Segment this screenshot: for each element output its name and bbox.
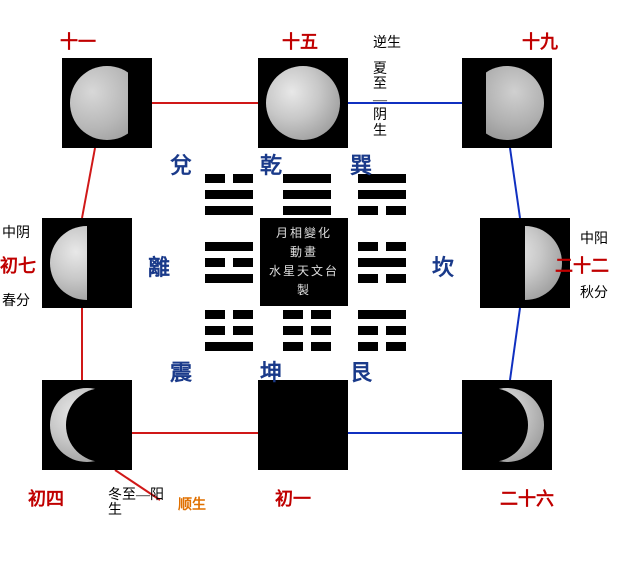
- label-dong-yang: 冬至—阳生: [108, 488, 164, 519]
- day-label-tr: 十九: [522, 28, 558, 54]
- label-qiufen: 秋分: [580, 282, 608, 302]
- center-line1: 月相變化: [260, 224, 348, 243]
- label-zhongyang: 中阳: [580, 228, 608, 248]
- day-label-tl: 十一: [60, 28, 96, 54]
- trigram-dui: [205, 174, 253, 216]
- moon-phase-br: [462, 380, 552, 470]
- moon-phase-tc: [258, 58, 348, 148]
- trigram-kan: [358, 242, 406, 284]
- moon-phase-bl: [42, 380, 132, 470]
- label-zhongyin: 中阴: [2, 222, 30, 242]
- moon-phase-tr: [462, 58, 552, 148]
- trigram-gen: [358, 310, 406, 352]
- day-label-bc: 初一: [275, 485, 311, 511]
- trigram-label-dui: 兌: [170, 148, 192, 180]
- day-label-ml: 初七: [0, 252, 36, 278]
- moon-phase-ml: [42, 218, 132, 308]
- day-label-br: 二十六: [500, 485, 554, 511]
- trigram-qian: [283, 174, 331, 216]
- center-info-panel: 月相變化 動畫 水星天文台 製: [260, 218, 348, 306]
- label-xia-yin: 夏至—阴生: [373, 62, 387, 139]
- day-label-bl: 初四: [28, 485, 64, 511]
- trigram-label-zhen: 震: [170, 355, 192, 387]
- trigram-zhen: [205, 310, 253, 352]
- label-chunfen: 春分: [2, 290, 30, 310]
- trigram-label-li: 離: [148, 250, 170, 282]
- trigram-kun: [283, 310, 331, 352]
- label-nisheng: 逆生: [373, 32, 401, 52]
- center-line3: 水星天文台 製: [260, 262, 348, 300]
- day-label-tc: 十五: [282, 28, 318, 54]
- trigram-li: [205, 242, 253, 284]
- moon-phase-tl: [62, 58, 152, 148]
- label-shunsheng: 顺生: [178, 494, 206, 514]
- trigram-label-gen: 艮: [350, 355, 372, 387]
- trigram-label-qian: 乾: [260, 148, 282, 180]
- trigram-xun: [358, 174, 406, 216]
- trigram-label-kan: 坎: [432, 250, 454, 282]
- trigram-label-kun: 坤: [260, 355, 282, 387]
- trigram-label-xun: 巽: [350, 148, 372, 180]
- center-line2: 動畫: [260, 243, 348, 262]
- moon-phase-bc: [258, 380, 348, 470]
- day-label-mr: 二十二: [555, 252, 609, 278]
